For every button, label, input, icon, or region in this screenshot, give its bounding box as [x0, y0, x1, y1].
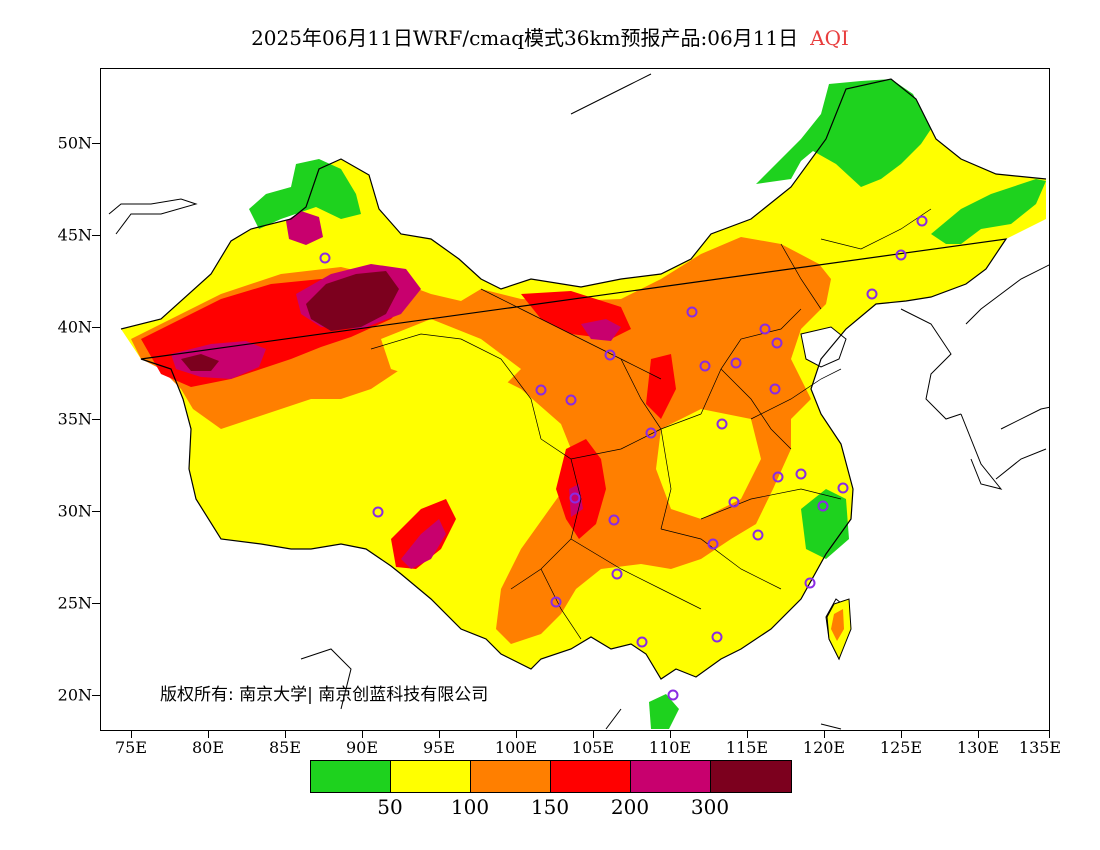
lat-tick: [92, 419, 100, 420]
lon-tick: [593, 731, 594, 738]
lat-label-40n: 40N: [57, 317, 92, 337]
lat-label-30n: 30N: [57, 501, 92, 521]
legend-label-200: 200: [610, 795, 650, 819]
lon-tick: [208, 731, 209, 738]
lon-tick: [1049, 731, 1050, 738]
lon-label-75e: 75E: [114, 738, 148, 757]
lon-tick: [978, 731, 979, 738]
legend-swatch-unhealthy: [551, 761, 631, 792]
region-good-northeast: [756, 79, 931, 187]
lat-tick: [92, 327, 100, 328]
legend-swatch-usg: [471, 761, 551, 792]
region-moderate-inner-2: [381, 319, 521, 389]
region-good-hainan: [649, 694, 679, 729]
lat-label-50n: 50N: [57, 133, 92, 153]
region-taiwan-orange: [831, 609, 844, 641]
chart-title: 2025年06月11日WRF/cmaq模式36km预报产品:06月11日 AQI: [0, 22, 1100, 51]
legend-swatch-good: [311, 761, 391, 792]
lon-label-80e: 80E: [191, 738, 225, 757]
station-markers: [319, 215, 928, 701]
region-unhealthy-central: [556, 439, 606, 539]
lon-tick: [362, 731, 363, 738]
legend-label-150: 150: [530, 795, 570, 819]
lat-tick: [92, 511, 100, 512]
lon-label-105e: 105E: [571, 738, 615, 757]
title-main: 2025年06月11日WRF/cmaq模式36km预报产品:06月11日: [251, 26, 799, 50]
legend-swatch-very-unhealthy: [631, 761, 711, 792]
aqi-map: [108, 73, 1049, 730]
lon-tick: [670, 731, 671, 738]
legend-label-100: 100: [450, 795, 490, 819]
region-hazardous-west: [181, 354, 219, 371]
region-very-unhealthy-tibet: [401, 519, 446, 569]
lon-tick: [824, 731, 825, 738]
legend-label-300: 300: [690, 795, 730, 819]
legend-swatch-hazardous: [711, 761, 791, 792]
lon-label-130e: 130E: [956, 738, 1000, 757]
lon-label-95e: 95E: [422, 738, 456, 757]
lon-label-100e: 100E: [494, 738, 538, 757]
lon-label-135e: 135E: [1018, 738, 1062, 757]
lat-label-20n: 20N: [57, 685, 92, 705]
copyright-text: 版权所有: 南京大学| 南京创蓝科技有限公司: [160, 685, 489, 705]
lon-tick: [131, 731, 132, 738]
color-legend: [310, 760, 792, 793]
region-hazardous-core: [306, 271, 399, 331]
lon-label-90e: 90E: [345, 738, 379, 757]
lat-tick: [92, 603, 100, 604]
lon-label-120e: 120E: [802, 738, 846, 757]
region-good-northeast-2: [931, 179, 1046, 244]
lat-tick: [92, 143, 100, 144]
lat-label-35n: 35N: [57, 409, 92, 429]
lon-tick: [439, 731, 440, 738]
lon-label-85e: 85E: [268, 738, 302, 757]
lon-label-115e: 115E: [725, 738, 769, 757]
lon-tick: [516, 731, 517, 738]
region-good-northwest: [249, 159, 361, 229]
country-border: [120, 78, 1047, 680]
legend-swatch-moderate: [391, 761, 471, 792]
region-moderate-inner: [656, 409, 761, 519]
lon-label-110e: 110E: [648, 738, 692, 757]
lon-label-125e: 125E: [879, 738, 923, 757]
lon-tick: [285, 731, 286, 738]
lat-label-45n: 45N: [57, 225, 92, 245]
region-very-unhealthy-north: [286, 211, 323, 245]
water-bohai: [800, 326, 847, 368]
lat-tick: [92, 695, 100, 696]
coastlines: [108, 73, 1049, 730]
region-good-southeast: [801, 489, 849, 559]
region-very-unhealthy-gobi: [581, 319, 621, 341]
lat-label-25n: 25N: [57, 593, 92, 613]
lat-tick: [92, 235, 100, 236]
lon-tick: [747, 731, 748, 738]
map-frame: [100, 68, 1050, 731]
legend-label-50: 50: [377, 795, 403, 819]
title-variable: AQI: [810, 26, 849, 50]
province-boundaries: [370, 208, 932, 640]
region-unhealthy-shanxi: [646, 354, 676, 419]
lon-tick: [901, 731, 902, 738]
